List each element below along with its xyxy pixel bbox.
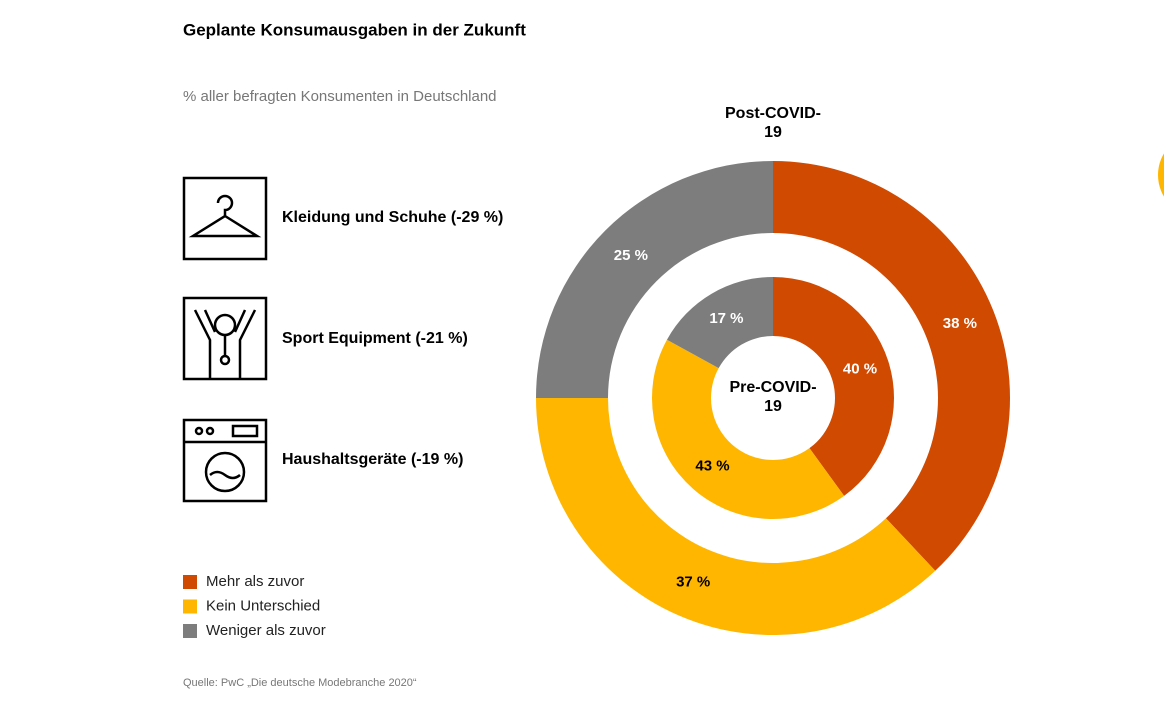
chart-subtitle: % aller befragten Konsumenten in Deutsch… [183,88,497,105]
ring-name: Post-COVID-19 [725,105,821,141]
item-label: Sport Equipment (-21 %) [282,330,468,347]
icon-sport [182,296,268,381]
donut-slice [536,398,936,635]
donut-slice [666,277,773,369]
ring-name: Pre-COVID-19 [729,379,817,415]
donut-slice [652,339,845,519]
value-label: 40 % [843,361,877,378]
value-label: 37 % [676,573,710,590]
legend-swatch [183,624,197,638]
chart-title: Geplante Konsumausgaben in der Zukunft [183,20,526,39]
value-label: 38 % [943,315,977,332]
value-label: 25 % [614,247,648,264]
donut-slice [536,161,773,398]
item-label: Kleidung und Schuhe (-29 %) [282,209,503,226]
icon-clothing [182,176,268,261]
donut-slice [773,161,1010,571]
legend-label: Weniger als zuvor [206,622,326,639]
legend-swatch [183,575,197,589]
value-label: 17 % [709,310,743,327]
decoration [1158,153,1164,197]
legend-label: Kein Unterschied [206,597,320,614]
value-label: 43 % [695,458,729,475]
icon-appliance [182,418,268,503]
source: Quelle: PwC „Die deutsche Modebranche 20… [183,677,417,689]
legend-label: Mehr als zuvor [206,573,304,590]
item-label: Haushaltsgeräte (-19 %) [282,451,463,468]
legend-swatch [183,599,197,614]
donut-slice [773,277,894,496]
